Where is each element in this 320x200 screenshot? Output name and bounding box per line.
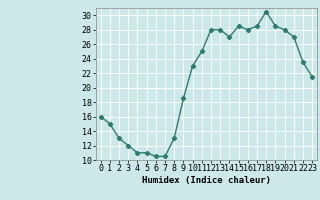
X-axis label: Humidex (Indice chaleur): Humidex (Indice chaleur)	[142, 176, 271, 185]
